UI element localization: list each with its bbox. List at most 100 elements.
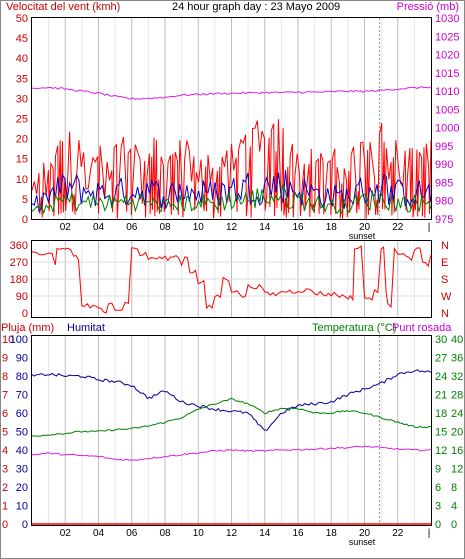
wind-speed-tick-label: 40	[16, 53, 28, 65]
humidity-hour-tick-label: 18	[326, 528, 338, 539]
direction-compass-tick-label: W	[441, 291, 452, 303]
rain-tick-label: 8	[2, 371, 8, 383]
temperature-tick-label: 21	[435, 390, 447, 402]
humidity-hour-tick-label: 20	[359, 528, 371, 539]
wind-speed-tick-label: 0	[22, 214, 28, 226]
sunset-label-bottom: sunset	[349, 537, 376, 547]
pressure-tick-label: 990	[435, 159, 453, 171]
humidity-hour-tick-label: 10	[193, 528, 205, 539]
rain-tick-label: 2	[2, 482, 8, 494]
rain-tick-label: 6	[2, 408, 8, 420]
humidity-series-line	[31, 369, 432, 431]
wind-speed-tick-label: 35	[16, 73, 28, 85]
wind-hour-tick-label: 12	[226, 222, 238, 233]
wind-hour-tick-label: 20	[359, 222, 371, 233]
rain-tick-label: 5	[2, 427, 8, 439]
wind-speed-tick-label: 45	[16, 33, 28, 45]
humidity-hour-tick-label: 02	[60, 528, 72, 539]
wind-hour-tick-label: 06	[126, 222, 138, 233]
wind-speed-tick-label: 50	[16, 13, 28, 25]
rain-tick-label: 4	[2, 445, 8, 457]
pressure-tick-label: 1015	[435, 68, 459, 80]
humidity-hour-tick-label: 08	[159, 528, 171, 539]
pressure-tick-label: 1020	[435, 50, 459, 62]
humidity-axis-label: Humitat	[67, 322, 105, 334]
humidity-tick-label: 10	[16, 501, 28, 513]
direction-compass-tick-label: S	[441, 274, 448, 286]
direction-degree-tick-label: 0	[22, 308, 28, 320]
rain-axis-label: Pluja (mm)	[1, 322, 54, 334]
dewpoint-axis-label: Punt rosada	[392, 322, 452, 334]
dewpoint-tick-label: 40	[451, 334, 463, 346]
humidity-tick-label: 60	[16, 408, 28, 420]
dewpoint-tick-label: 0	[451, 519, 457, 531]
tick-labels-layer: 0510152025303540455097598098599099510001…	[2, 13, 463, 539]
humidity-tick-label: 90	[16, 353, 28, 365]
dewpoint-tick-label: 24	[451, 408, 463, 420]
grid-layer	[32, 18, 431, 525]
chart-title: 24 hour graph day : 23 Mayo 2009	[172, 1, 340, 13]
rain-tick-label: 3	[2, 464, 8, 476]
humidity-tick-label: 20	[16, 482, 28, 494]
humidity-tick-label: 30	[16, 464, 28, 476]
rain-tick-label: 1	[2, 501, 8, 513]
pressure-tick-label: 1005	[435, 104, 459, 116]
wind-axis-label: Velocitat del vent (kmh)	[6, 1, 120, 13]
dewpoint-tick-label: 28	[451, 390, 463, 402]
rain-tick-label: 0	[2, 519, 8, 531]
temperature-tick-label: 9	[435, 464, 441, 476]
temperature-tick-label: 0	[435, 519, 441, 531]
direction-degree-tick-label: 90	[16, 291, 28, 303]
pressure-tick-label: 975	[435, 214, 453, 226]
wind-speed-tick-label: 5	[22, 194, 28, 206]
humidity-hour-tick-label: 22	[392, 528, 404, 539]
wind-hour-tick-label: 02	[60, 222, 72, 233]
wind-speed-tick-label: 15	[16, 154, 28, 166]
temperature-tick-label: 18	[435, 408, 447, 420]
humidity-hour-tick-label: 06	[126, 528, 138, 539]
temperature-tick-label: 30	[435, 334, 447, 346]
humidity-hour-tick-label: 04	[93, 528, 105, 539]
direction-compass-tick-label: N	[441, 308, 449, 320]
direction-degree-tick-label: 360	[10, 240, 28, 252]
wind-series-line-0	[31, 119, 432, 219]
dewpoint-tick-label: 16	[451, 445, 463, 457]
wind-hour-end-tick: |	[428, 222, 431, 233]
wind-series-line-1	[31, 170, 432, 213]
humidity-tick-label: 40	[16, 445, 28, 457]
pressure-tick-label: 1010	[435, 86, 459, 98]
temperature-tick-label: 3	[435, 501, 441, 513]
wind-hour-tick-label: 04	[93, 222, 105, 233]
wind-hour-tick-label: 10	[193, 222, 205, 233]
pressure-tick-label: 985	[435, 177, 453, 189]
wind-hour-tick-label: 18	[326, 222, 338, 233]
pressure-tick-label: 995	[435, 141, 453, 153]
pressure-tick-label: 1000	[435, 123, 459, 135]
rain-tick-label: 7	[2, 390, 8, 402]
temperature-tick-label: 27	[435, 353, 447, 365]
pressure-tick-label: 1025	[435, 31, 459, 43]
rain-tick-label: 10	[2, 334, 14, 346]
temperature-tick-label: 12	[435, 445, 447, 457]
direction-compass-tick-label: E	[441, 257, 448, 269]
series-layer	[31, 86, 432, 525]
sunset-label-top: sunset	[349, 231, 376, 241]
temp_right-series-line	[32, 445, 432, 462]
humidity-tick-label: 100	[10, 334, 28, 346]
dewpoint-tick-label: 8	[451, 482, 457, 494]
humidity-hour-tick-label: 12	[226, 528, 238, 539]
dewpoint-tick-label: 20	[451, 427, 463, 439]
dewpoint-tick-label: 36	[451, 353, 463, 365]
humidity-hour-end-tick: |	[428, 528, 431, 539]
temperature-axis-label: Temperatura (°C)	[312, 322, 396, 334]
dewpoint-tick-label: 4	[451, 501, 457, 513]
direction-degree-tick-label: 180	[10, 274, 28, 286]
temperature-tick-label: 15	[435, 427, 447, 439]
wind-hour-tick-label: 16	[292, 222, 304, 233]
wind-hour-tick-label: 08	[159, 222, 171, 233]
humidity-tick-label: 80	[16, 371, 28, 383]
wind-direction-series-line	[31, 245, 432, 314]
humidity-hour-tick-label: 14	[259, 528, 271, 539]
pressure-axis-label: Pressió (mb)	[397, 1, 459, 13]
